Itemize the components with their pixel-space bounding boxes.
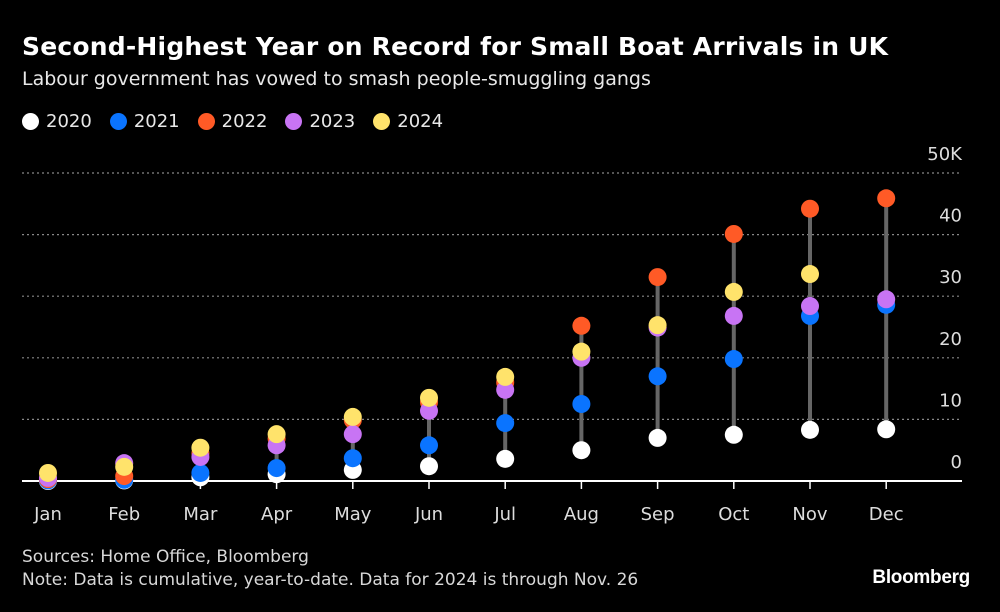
legend-label: 2020 <box>46 111 92 132</box>
footer: Sources: Home Office, Bloomberg Note: Da… <box>22 546 638 592</box>
legend-swatch <box>373 113 391 130</box>
dot-2024-jan <box>39 463 57 482</box>
dot-2020-jul <box>496 449 515 468</box>
y-tick-label: 20 <box>939 329 962 350</box>
dot-2022-sep <box>648 268 667 287</box>
dot-2024-oct <box>724 282 743 301</box>
legend-swatch <box>197 113 215 130</box>
x-tick-label: Apr <box>261 504 293 525</box>
dot-2021-apr <box>267 459 286 478</box>
dot-2022-nov <box>801 199 819 218</box>
dot-2024-mar <box>191 438 210 457</box>
dot-2024-jul <box>496 367 515 386</box>
dot-2021-jun <box>420 436 438 455</box>
x-tick-label: Aug <box>564 504 599 525</box>
y-tick-label: 10 <box>939 390 962 411</box>
dot-2024-aug <box>572 342 591 361</box>
x-tick-label: Nov <box>792 504 827 525</box>
dot-2020-nov <box>801 420 819 439</box>
dot-2021-may <box>343 449 362 468</box>
dot-2024-may <box>343 407 362 426</box>
legend-label: 2021 <box>133 111 180 132</box>
dot-2020-oct <box>724 425 743 444</box>
dot-2021-oct <box>724 350 743 369</box>
dot-2023-jul <box>496 380 515 399</box>
dot-2021-jul <box>496 414 515 433</box>
dot-2023-jun <box>420 401 438 420</box>
dot-2022-aug <box>572 316 591 335</box>
dot-2023-nov <box>801 297 819 316</box>
y-tick-label: 30 <box>939 267 962 288</box>
legend-label: 2023 <box>309 111 356 132</box>
legend-item-2021: 2021 <box>109 111 180 132</box>
dot-2024-feb <box>115 457 134 476</box>
legend-item-2022: 2022 <box>197 111 268 132</box>
legend-label: 2022 <box>221 111 268 132</box>
x-tick-label: Feb <box>108 504 140 525</box>
x-tick-label: Oct <box>718 504 749 525</box>
x-tick-label: Mar <box>183 504 218 525</box>
dot-2020-aug <box>572 441 591 460</box>
dot-2023-dec <box>877 290 896 309</box>
dot-2020-jun <box>420 457 438 476</box>
y-tick-label: 50K <box>927 144 963 165</box>
dot-2023-may <box>343 425 362 444</box>
dot-2020-dec <box>877 420 896 439</box>
legend-label: 2024 <box>397 111 444 132</box>
legend-swatch <box>22 113 39 130</box>
sources-note: Sources: Home Office, Bloomberg <box>22 547 309 567</box>
x-tick-label: Jan <box>33 504 62 525</box>
x-tick-label: Jun <box>414 504 443 525</box>
x-tick-label: Jul <box>493 504 516 525</box>
legend-item-2024: 2024 <box>373 111 443 132</box>
chart-title: Second-Highest Year on Record for Small … <box>22 32 889 61</box>
chart-subtitle: Labour government has vowed to smash peo… <box>22 68 651 90</box>
dot-2021-mar <box>191 463 210 482</box>
dot-2022-oct <box>724 224 743 243</box>
x-tick-label: Sep <box>641 504 675 525</box>
legend: 2020 2021 2022 2023 2024 <box>22 111 443 132</box>
legend-swatch <box>109 113 127 130</box>
x-tick-label: Dec <box>869 504 904 525</box>
dot-2021-aug <box>572 395 591 413</box>
dot-2024-apr <box>267 425 286 444</box>
x-tick-label: May <box>334 504 372 525</box>
legend-item-2023: 2023 <box>285 111 355 132</box>
legend-swatch <box>285 113 303 130</box>
dot-2022-dec <box>877 189 896 208</box>
legend-item-2020: 2020 <box>22 111 92 132</box>
dot-2024-jun <box>420 388 438 407</box>
y-tick-label: 40 <box>939 206 962 227</box>
dot-2024-sep <box>648 316 667 335</box>
dot-2024-nov <box>801 265 819 284</box>
dot-2021-sep <box>648 367 667 386</box>
dot-2023-oct <box>724 306 743 325</box>
bloomberg-logo: Bloomberg <box>872 567 970 588</box>
data-note: Note: Data is cumulative, year-to-date. … <box>22 570 639 590</box>
dot-2020-sep <box>648 428 667 447</box>
y-tick-label: 0 <box>951 452 962 473</box>
